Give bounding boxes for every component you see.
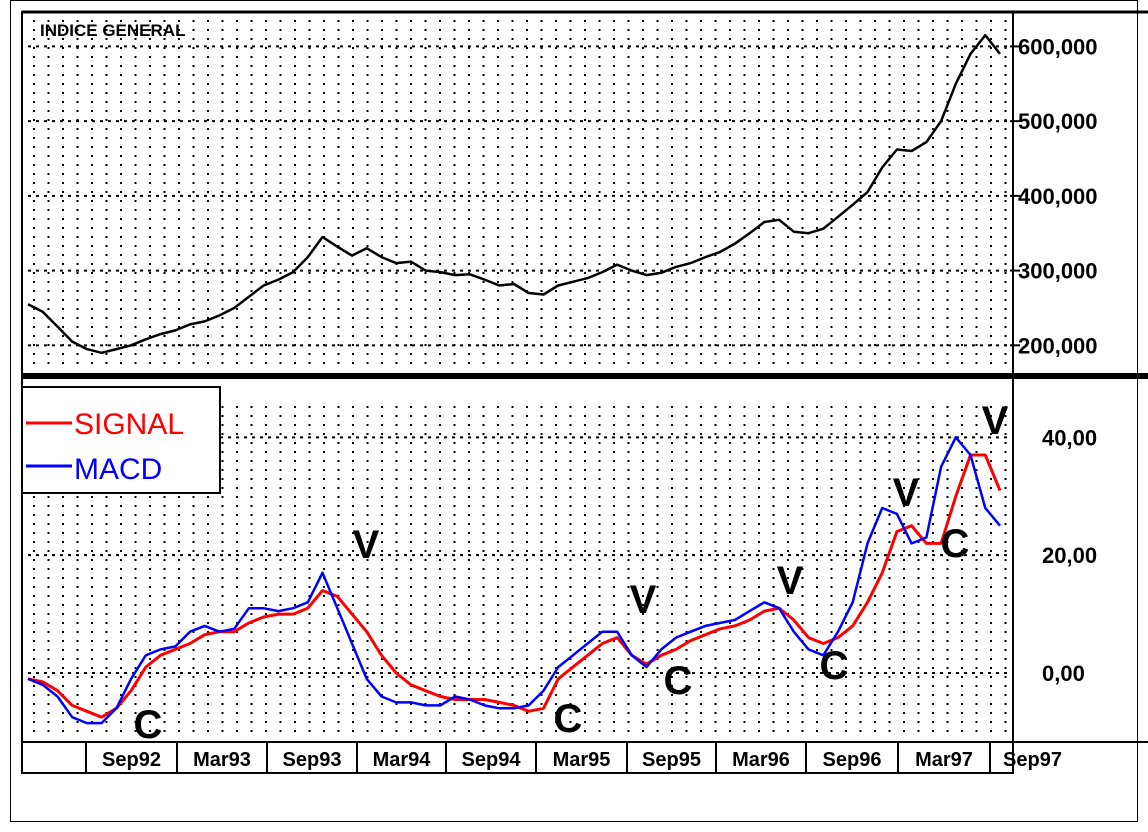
y-tick-label: 500,000 [1018, 109, 1098, 134]
legend-label-macd: MACD [74, 453, 162, 486]
x-tick-label: Sep96 [823, 749, 882, 771]
x-tick-label: Mar93 [193, 749, 251, 771]
x-tick-label: Sep95 [642, 749, 701, 771]
x-tick-label: Sep94 [462, 749, 522, 771]
legend-box [21, 386, 221, 494]
annotation-v: V [893, 471, 920, 515]
y-tick-label: 0,00 [1042, 661, 1085, 686]
annotation-v: V [353, 523, 380, 567]
annotation-v: V [982, 399, 1009, 443]
y-tick-label: 600,000 [1018, 34, 1098, 59]
annotation-c: C [941, 522, 970, 566]
series-line-indice [27, 33, 1001, 355]
x-tick-label: Mar95 [553, 749, 611, 771]
annotation-c: C [820, 644, 849, 688]
x-tick-label: Mar97 [915, 749, 973, 771]
y-tick-label: 40,00 [1042, 425, 1097, 450]
y-tick-label: 400,000 [1018, 184, 1098, 209]
grid-lines [28, 20, 1010, 736]
y-tick-label: 20,00 [1042, 543, 1097, 568]
x-tick-label: Sep93 [283, 749, 342, 771]
chart-title: INDICE GENERAL [40, 21, 185, 40]
series-line-macd [27, 436, 1001, 725]
chart-frame [10, 0, 1138, 822]
annotation-c: C [664, 659, 693, 703]
y-tick-label: 200,000 [1018, 333, 1098, 358]
x-tick-label: Sep97 [1003, 749, 1062, 771]
y-tick-label: 300,000 [1018, 259, 1098, 284]
legend-label-signal: SIGNAL [74, 408, 184, 441]
x-tick-label: Mar96 [732, 749, 790, 771]
annotation-c: C [134, 703, 163, 747]
annotation-v: V [777, 559, 804, 603]
x-tick-label: Mar94 [373, 749, 432, 771]
annotation-c: C [554, 697, 583, 741]
series-line-signal [27, 453, 1002, 719]
annotation-v: V [630, 578, 657, 622]
x-tick-label: Sep92 [102, 749, 161, 771]
